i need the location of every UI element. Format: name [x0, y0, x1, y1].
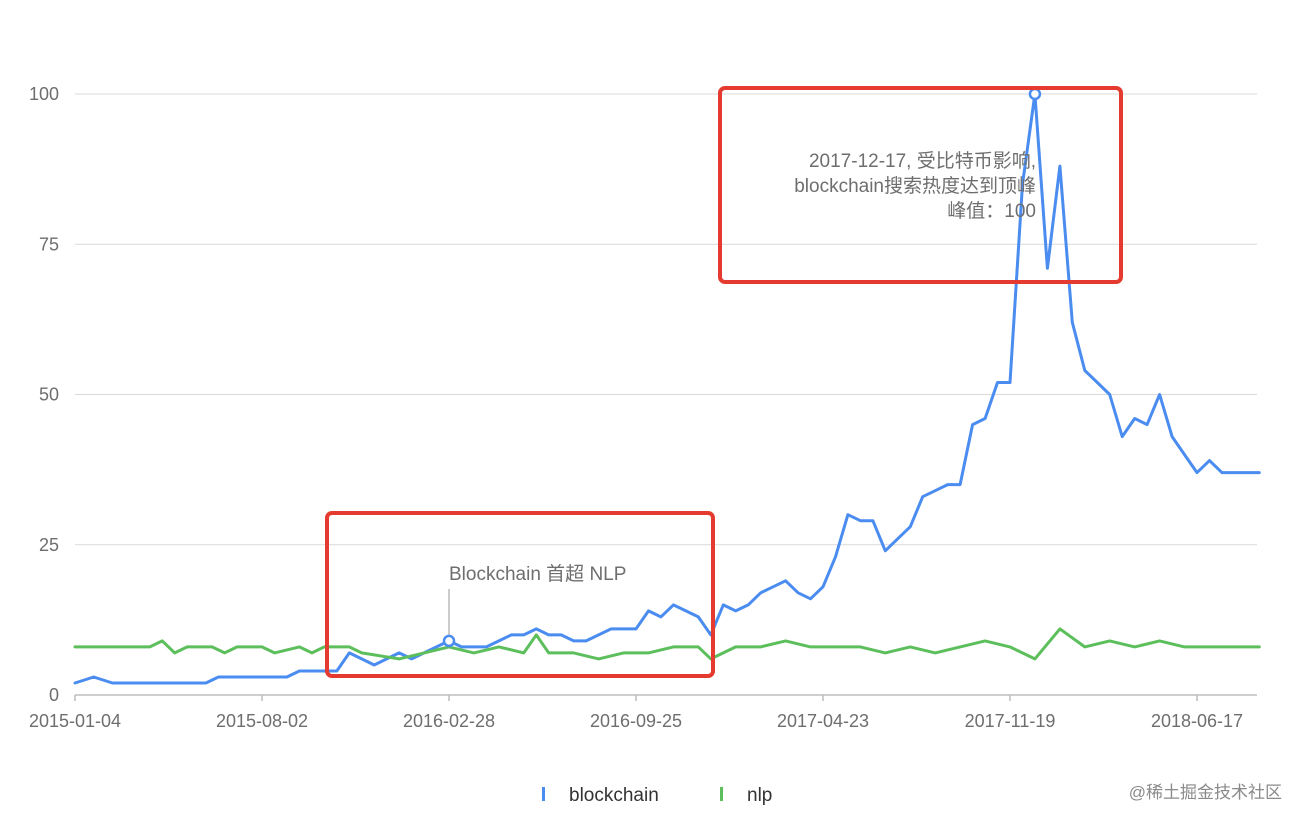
y-tick-label-100: 100 — [29, 84, 59, 104]
legend-marker-nlp — [720, 787, 723, 801]
x-tick-label-2018-06-17: 2018-06-17 — [1151, 711, 1243, 731]
annotation-text-peak-line-1: 2017-12-17, 受比特币影响, — [809, 150, 1036, 172]
x-axis: 2015-01-04 2015-08-02 2016-02-28 2016-09-25… — [29, 694, 1257, 731]
series-lines — [73, 92, 1261, 685]
y-tick-label-75: 75 — [39, 234, 59, 254]
annotation-point-crossover — [442, 634, 456, 648]
x-tick-label-2017-04-23: 2017-04-23 — [777, 711, 869, 731]
series-line-blockchain — [73, 92, 1261, 685]
legend-item-blockchain[interactable]: blockchain — [542, 785, 659, 806]
y-axis-ticks: 0 25 50 75 100 — [29, 84, 59, 705]
annotation-point-peak — [1028, 87, 1042, 101]
x-tick-label-2015-01-04: 2015-01-04 — [29, 711, 121, 731]
legend-item-nlp[interactable]: nlp — [720, 785, 772, 806]
highlight-box-peak — [718, 86, 1123, 284]
x-tick-label-2016-02-28: 2016-02-28 — [403, 711, 495, 731]
grid-lines — [75, 93, 1257, 546]
legend[interactable]: blockchain nlp — [542, 785, 772, 806]
y-tick-label-0: 0 — [49, 685, 59, 705]
y-tick-label-25: 25 — [39, 535, 59, 555]
x-tick-label-2017-11-19: 2017-11-19 — [965, 711, 1056, 731]
series-line-nlp — [73, 627, 1261, 661]
x-tick-label-2015-08-02: 2015-08-02 — [216, 711, 308, 731]
legend-label-nlp: nlp — [747, 785, 772, 806]
annotation-text-peak-line-2: blockchain搜索热度达到顶峰 — [794, 175, 1036, 197]
x-tick-label-2016-09-25: 2016-09-25 — [590, 711, 682, 731]
legend-marker-blockchain — [542, 787, 545, 801]
highlight-box-crossover — [325, 511, 715, 678]
y-tick-label-50: 50 — [39, 385, 59, 405]
annotations: Blockchain 首超 NLP 2017-12-17, 受比特币影响, bloc… — [325, 86, 1123, 678]
legend-label-blockchain: blockchain — [569, 785, 659, 806]
watermark: @稀土掘金技术社区 — [1129, 783, 1282, 802]
annotation-text-peak-line-3: 峰值：100 — [947, 200, 1036, 222]
annotation-text-crossover: Blockchain 首超 NLP — [449, 563, 626, 585]
